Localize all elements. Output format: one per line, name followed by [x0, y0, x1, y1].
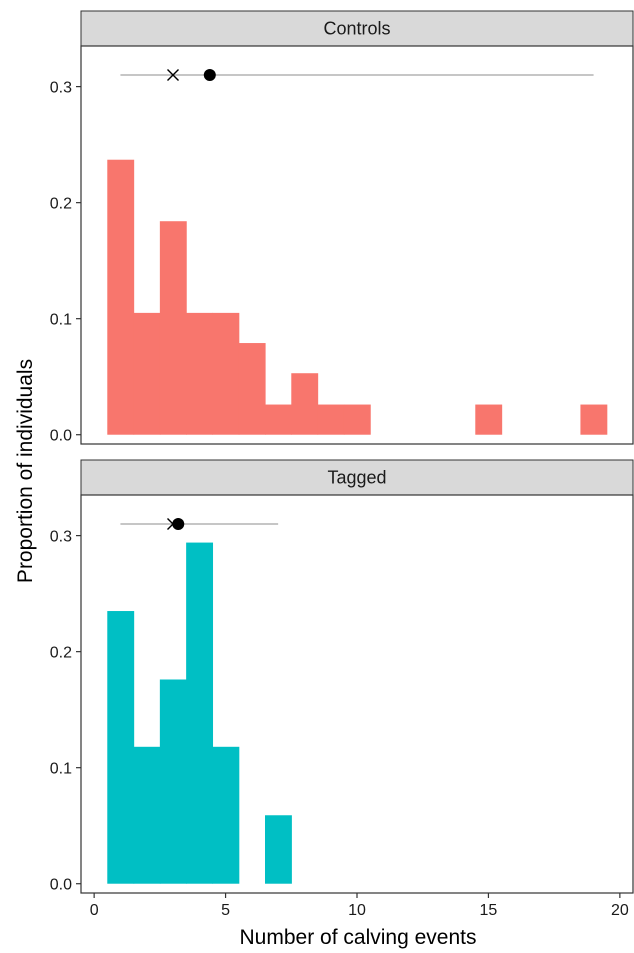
x-tick-label: 5 [221, 902, 230, 919]
y-tick-label: 0.0 [50, 877, 72, 894]
y-tick-label: 0.2 [50, 196, 72, 213]
y-axis-title: Proportion of individuals [14, 359, 37, 583]
histogram-bar [159, 679, 187, 884]
facet-strip-label: Tagged [327, 468, 386, 488]
median-cross-stroke [167, 69, 179, 82]
histogram-bar [580, 404, 608, 435]
facet-strip [80, 459, 634, 496]
mean-dot-marker [203, 69, 216, 82]
histogram-bar [317, 404, 345, 435]
facet-panel-tagged: Tagged 0.0 0.1 0.2 0.3 [50, 459, 634, 894]
median-cross-marker [167, 69, 179, 82]
histogram-bar [159, 221, 187, 435]
x-tick-label: 15 [480, 902, 498, 919]
histogram-bar [212, 312, 240, 435]
x-tick-label: 0 [90, 902, 99, 919]
histogram-bar [343, 404, 371, 435]
histogram-bar [265, 404, 292, 435]
histogram-bar [107, 159, 135, 435]
y-tick-label: 0.2 [50, 645, 72, 662]
mean-dot-marker [172, 518, 185, 531]
x-axis-title: Number of calving events [240, 926, 477, 949]
facet-strip [80, 10, 634, 47]
histogram-bar [265, 815, 292, 884]
histogram-bar [475, 404, 503, 435]
histogram-bar [186, 312, 214, 435]
facet-panel-controls: Controls 0.0 0.1 0.2 0.3 [50, 10, 634, 445]
facets-layer: Controls 0.0 0.1 0.2 0.3 Tagged 0.0 0.1 0.2 0.3 [50, 10, 634, 894]
histogram-bar [238, 343, 266, 435]
y-tick-label: 0.3 [50, 80, 72, 97]
x-tick-label: 10 [348, 902, 366, 919]
facet-strip-label: Controls [323, 19, 390, 39]
histogram-bar [212, 746, 240, 884]
histogram-bar [133, 312, 161, 435]
panel-border [80, 45, 634, 445]
histogram-bar [186, 542, 214, 884]
histogram-bar [291, 373, 319, 435]
x-tick-label: 20 [611, 902, 629, 919]
x-axis: 0 5 10 15 20 [90, 893, 629, 919]
y-tick-label: 0.3 [50, 529, 72, 546]
y-tick-label: 0.0 [50, 428, 72, 445]
histogram-bar [133, 746, 161, 884]
y-tick-label: 0.1 [50, 312, 72, 329]
y-tick-label: 0.1 [50, 761, 72, 778]
histogram-bar [107, 611, 135, 884]
